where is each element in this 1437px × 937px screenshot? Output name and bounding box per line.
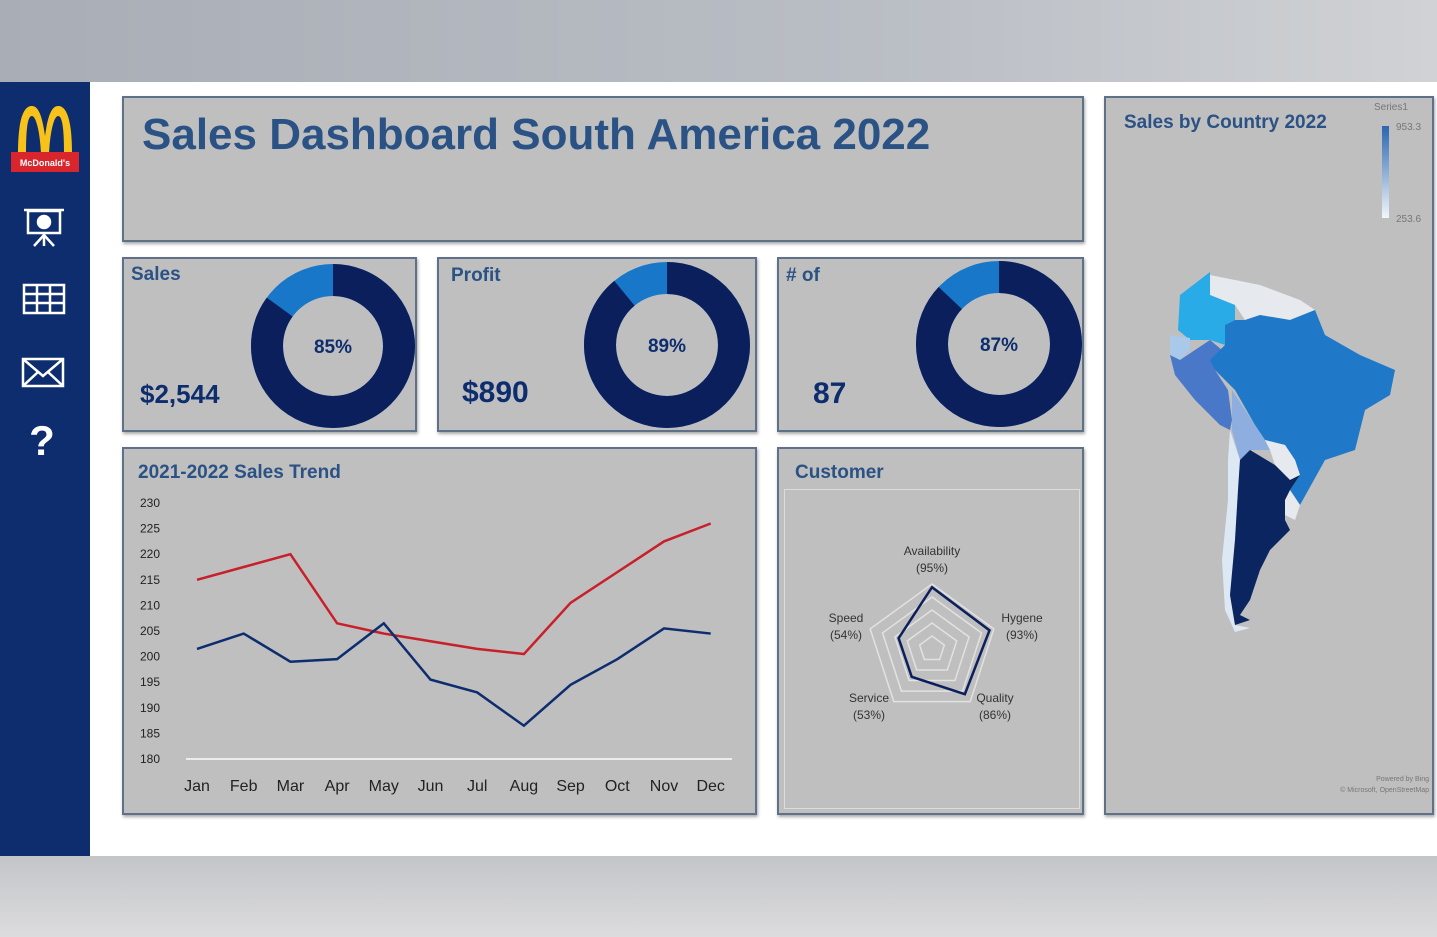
y-tick-label: 210 [140,598,160,612]
x-tick-label: Jun [418,778,444,795]
table-grid-icon[interactable] [20,277,68,325]
y-tick-label: 215 [140,573,160,587]
y-tick-label: 220 [140,547,160,561]
map-region-brazil [1210,310,1395,505]
radar-gridline [881,596,983,692]
radar-axis-label: Hygene [1001,611,1043,625]
chart-title: Customer [795,462,884,483]
map-region-argentina [1230,450,1300,625]
x-tick-label: Aug [510,778,538,795]
donut-value-arc [251,264,415,428]
x-tick-label: Feb [230,778,258,795]
radar-value-label: (95%) [916,561,948,575]
legend-min: 253.6 [1396,214,1422,225]
y-tick-label: 195 [140,675,160,689]
south-america-map[interactable] [1150,260,1410,632]
map-panel: Sales by Country 2022 Series1 953.3 253.… [1104,96,1434,815]
series-line-1 [196,522,712,656]
mcdonalds-logo: McDonald's [10,102,80,176]
radar-axis-label: Quality [976,691,1013,705]
legend-gradient [1382,126,1389,218]
radar-value-label: (53%) [853,708,885,722]
window-top-bg [0,0,1437,82]
customer-panel: Customer Availability (95%) Hygene (93%) Qua… [777,447,1084,815]
kpi-donut: 89% [584,262,750,428]
y-tick-label: 230 [140,496,160,510]
y-tick-label: 205 [140,624,160,638]
page-title: Sales Dashboard South America 2022 [142,110,931,159]
radar-axis-label: Availability [904,544,960,558]
map-region-uruguay [1285,490,1300,520]
radar-gridline [869,583,995,703]
y-tick-label: 225 [140,522,160,536]
kpi-label: Profit [451,265,501,286]
legend-series: Series1 [1374,102,1408,113]
x-tick-label: Jul [467,778,487,795]
kpi-profit: Profit $890 89% [437,257,757,432]
kpi-value: 87 [813,377,847,410]
radar-gridline [906,622,958,671]
map-credit-osm: © Microsoft, OpenStreetMap [1340,787,1429,794]
sidebar: McDonald's ? [0,82,90,856]
x-tick-label: Sep [556,778,585,795]
kpi-value: $890 [462,376,529,409]
donut-percent-label: 89% [648,336,686,357]
kpi-label: Sales [131,264,181,285]
radar-value-label: (86%) [979,708,1011,722]
y-tick-label: 180 [140,752,160,766]
radar-axis-label: Service [849,691,889,705]
radar-series [897,585,991,696]
kpi-label: # of [786,265,820,286]
series-line-2 [196,621,711,728]
x-tick-label: Mar [277,778,305,795]
map-region-bolivia [1232,390,1270,460]
window-bottom-bg [0,856,1437,937]
chart-title: 2021-2022 Sales Trend [138,462,341,483]
title-panel: Sales Dashboard South America 2022 [122,96,1084,242]
donut-value-arc [584,262,750,428]
donut-percent-label: 87% [980,335,1018,356]
radar-value-label: (93%) [1006,628,1038,642]
radar-chart: Availability (95%) Hygene (93%) Quality (86%)… [829,544,1043,722]
radar-axis-label: Speed [829,611,864,625]
x-tick-label: Apr [325,778,351,795]
map-region-colombia [1178,272,1235,345]
x-tick-label: Dec [696,778,724,795]
map-region-chile [1222,430,1250,632]
map-region-paraguay [1265,440,1300,480]
y-tick-label: 190 [140,701,160,715]
radar-gridline [918,635,946,661]
legend-max: 953.3 [1396,122,1422,133]
map-title: Sales by Country 2022 [1124,112,1327,133]
line-chart: 230 225 220 215 210 205 200 195 190 185 180 Jan Feb M… [140,496,732,795]
map-region-venezuela-guyana [1210,275,1315,320]
kpi-sales: Sales $2,544 85% [122,257,417,432]
map-region-ecuador [1170,335,1190,360]
x-tick-label: Nov [650,778,678,795]
radar-value-label: (54%) [830,628,862,642]
donut-value-arc [916,261,1082,427]
kpi-donut: 87% [916,261,1082,427]
x-tick-label: May [369,778,399,795]
presentation-chart-icon[interactable] [20,204,68,252]
kpi-donut: 85% [251,264,415,428]
svg-text:McDonald's: McDonald's [20,158,70,168]
kpi-count: # of 87 87% [777,257,1084,432]
radar-plot-area [784,489,1080,809]
sales-trend-panel: 2021-2022 Sales Trend 230 225 220 215 210 205… [122,447,757,815]
y-tick-label: 200 [140,650,160,664]
donut-percent-label: 85% [314,337,352,358]
mail-icon[interactable] [20,349,68,397]
map-credit-bing: Powered by Bing [1376,776,1429,783]
y-tick-label: 185 [140,726,160,740]
x-tick-label: Oct [605,778,630,795]
x-tick-label: Jan [184,778,210,795]
help-question-icon[interactable]: ? [29,417,55,464]
kpi-value: $2,544 [140,379,220,409]
